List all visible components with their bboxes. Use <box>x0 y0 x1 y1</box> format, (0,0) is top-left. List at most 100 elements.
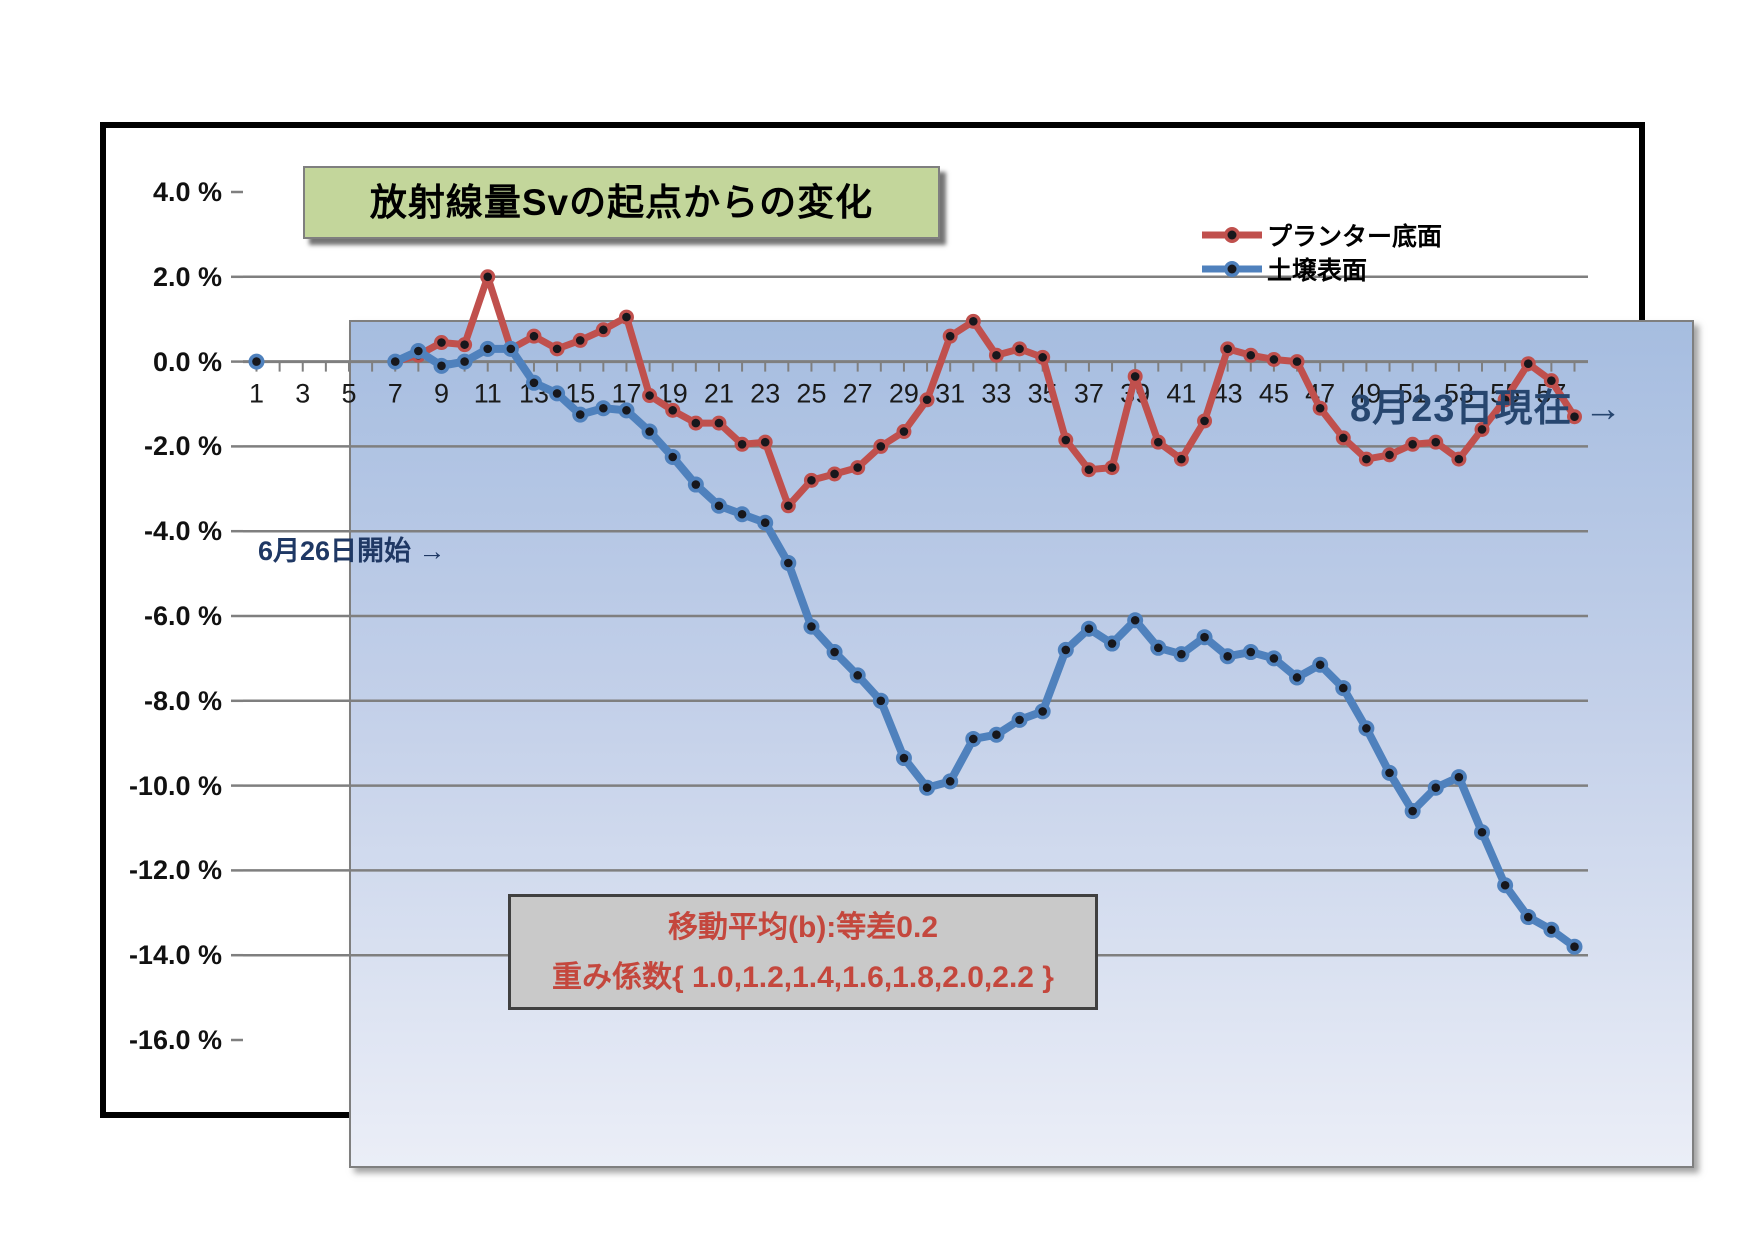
y-axis-label: -10.0 % <box>128 770 222 801</box>
x-axis-label: 21 <box>704 379 734 409</box>
marker-core <box>1315 403 1325 413</box>
x-axis-label: 1 <box>249 379 264 409</box>
marker-core <box>992 350 1001 360</box>
marker-core <box>691 418 701 428</box>
marker-core <box>1362 724 1371 733</box>
x-axis-label: 25 <box>796 379 826 409</box>
marker-core <box>1408 439 1417 449</box>
x-axis-label: 11 <box>474 379 502 409</box>
marker-core <box>760 518 770 528</box>
marker-core <box>552 344 562 354</box>
marker-core <box>1269 654 1279 663</box>
marker-core <box>1038 353 1047 362</box>
marker-core <box>714 418 724 428</box>
marker-core <box>1292 357 1302 366</box>
marker-core <box>784 501 793 511</box>
marker-core <box>807 476 816 485</box>
x-axis-label: 41 <box>1166 379 1196 409</box>
marker-core <box>529 331 539 341</box>
y-axis-label: -14.0 % <box>128 940 222 971</box>
marker-core <box>506 344 516 354</box>
marker-core <box>1570 412 1579 422</box>
y-axis-label: 4.0 % <box>152 177 222 207</box>
marker-core <box>922 783 932 793</box>
series-line-0 <box>391 273 1578 510</box>
marker-core <box>737 509 747 519</box>
marker-core <box>414 346 423 356</box>
marker-core <box>1061 645 1071 655</box>
x-axis-label: 49 <box>1351 379 1381 409</box>
x-axis-label: 51 <box>1398 379 1428 409</box>
x-axis-label: 5 <box>341 379 356 409</box>
y-axis-label: -2.0 % <box>143 431 222 462</box>
marker-core <box>1061 435 1071 445</box>
annotation-current-date: 8月23日現在 → <box>1350 388 1623 430</box>
marker-core <box>1454 772 1464 782</box>
marker-core <box>622 312 631 322</box>
marker-core <box>876 696 886 706</box>
y-axis-label: -6.0 % <box>143 601 222 631</box>
marker-core <box>1223 651 1232 661</box>
marker-core <box>969 317 978 326</box>
note-line-1: 移動平均(b):等差0.2 <box>668 911 938 944</box>
marker-core <box>945 777 955 786</box>
marker-core <box>1431 437 1441 447</box>
legend-label: 土壌表面 <box>1267 257 1368 285</box>
marker-core <box>1130 615 1140 625</box>
series-line-1 <box>391 344 1579 951</box>
marker-core <box>575 410 585 419</box>
legend-item-soil-surface: 土壌表面 <box>1200 252 1442 286</box>
marker-core <box>460 357 469 366</box>
marker-core <box>1431 783 1441 793</box>
legend-marker-line-icon <box>1202 227 1262 243</box>
y-axis-label: -16.0 % <box>128 1025 222 1055</box>
marker-core <box>437 361 446 371</box>
marker-core <box>1315 660 1325 670</box>
legend-item-planter-bottom: プランター底面 <box>1200 218 1442 252</box>
marker-core <box>853 463 862 472</box>
marker-core <box>1177 649 1186 659</box>
chart-title: 放射線量Svの起点からの変化 <box>369 182 874 223</box>
marker-core <box>460 340 469 349</box>
x-axis-label: 31 <box>935 379 965 409</box>
marker-core <box>714 501 724 511</box>
marker-core <box>1385 450 1394 460</box>
marker-core <box>1477 827 1487 837</box>
marker-core <box>1015 344 1024 354</box>
chart-window-frame <box>100 122 1694 1168</box>
marker-core <box>483 344 493 354</box>
marker-core <box>1223 344 1232 354</box>
marker-core <box>1200 416 1209 426</box>
marker-core <box>599 403 608 413</box>
marker-core <box>899 427 909 436</box>
marker-core <box>1547 925 1556 935</box>
marker-core <box>1130 372 1140 381</box>
marker-core <box>945 331 955 341</box>
marker-core <box>1500 395 1510 405</box>
y-axis-label: -12.0 % <box>128 855 222 886</box>
marker-core <box>737 439 747 449</box>
marker-core <box>1246 350 1256 360</box>
marker-core <box>668 406 678 415</box>
marker-core <box>483 272 493 282</box>
marker-core <box>1038 707 1047 716</box>
marker-core <box>1084 465 1094 475</box>
y-axis-label: -8.0 % <box>143 685 222 716</box>
chart-title-box: 放射線量Svの起点からの変化 <box>303 166 940 239</box>
x-axis-label: 53 <box>1444 379 1474 409</box>
legend-label: プランター底面 <box>1267 223 1443 251</box>
x-axis-label: 27 <box>843 379 873 409</box>
plot-background <box>349 320 1694 1168</box>
x-axis-label: 37 <box>1074 379 1104 409</box>
marker-core <box>252 357 261 366</box>
marker-core <box>1107 463 1117 472</box>
x-axis-label: 29 <box>889 379 919 409</box>
marker-core <box>1269 355 1279 364</box>
marker-core <box>622 406 631 415</box>
marker-core <box>830 469 839 479</box>
marker-core <box>1153 643 1163 653</box>
marker-core <box>1523 912 1533 922</box>
marker-core <box>1246 647 1256 657</box>
marker-core <box>599 325 608 335</box>
legend-marker-line-icon <box>1202 261 1262 277</box>
